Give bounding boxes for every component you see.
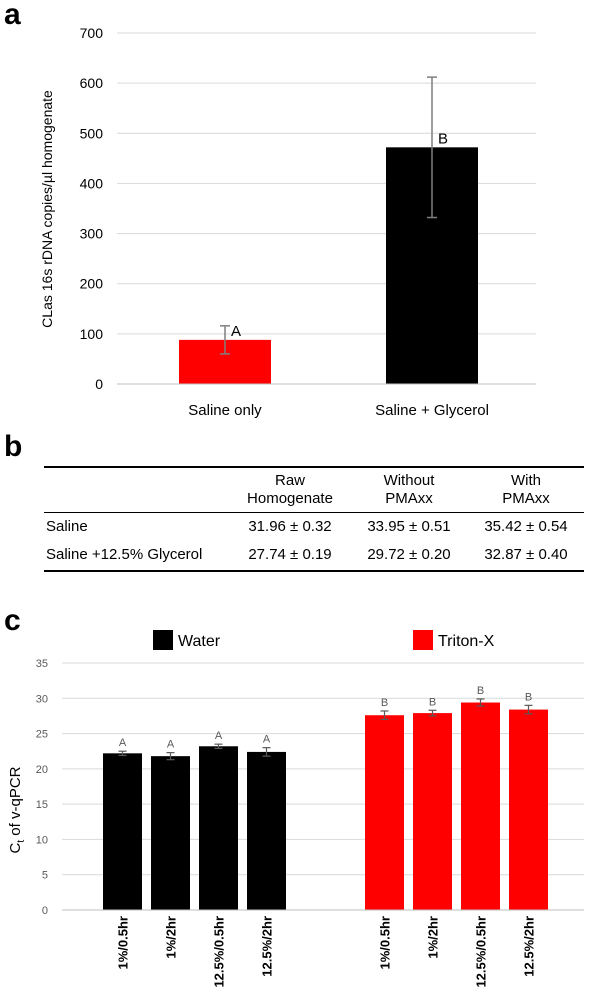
x-tick-label: Saline only xyxy=(188,402,262,419)
bar xyxy=(103,753,142,910)
chart-a-y-axis-label: CLas 16s rDNA copies/µl homogenate xyxy=(39,90,55,328)
table-bottom-rule xyxy=(44,570,584,572)
table-header-raw: Raw Homogenate xyxy=(230,472,350,508)
y-tick-label: 300 xyxy=(80,226,104,242)
y-tick-label: 25 xyxy=(36,729,48,741)
results-table: Raw Homogenate Without PMAxx With PMAxx … xyxy=(44,466,584,578)
y-tick-label: 0 xyxy=(42,905,48,917)
bar xyxy=(247,751,286,910)
significance-letter: B xyxy=(477,685,484,697)
bar xyxy=(151,756,190,910)
table-header-raw-line1: Raw xyxy=(274,472,305,489)
table-header-with-line1: With xyxy=(511,472,541,489)
bar xyxy=(365,715,404,910)
legend-label-water: Water xyxy=(178,633,221,650)
y-tick-label: 0 xyxy=(95,376,103,392)
y-tick-label: 100 xyxy=(80,326,104,342)
table-top-rule xyxy=(44,466,584,468)
significance-letter: A xyxy=(119,737,127,749)
x-tick-label: 1%/0.5hr xyxy=(378,916,393,969)
table-cell: 32.87 ± 0.40 xyxy=(484,546,568,563)
significance-letter: B xyxy=(381,697,388,709)
bar xyxy=(461,702,500,910)
bar xyxy=(199,746,238,910)
significance-letter: B xyxy=(438,130,448,147)
y-tick-label: 5 xyxy=(42,870,48,882)
significance-letter: B xyxy=(429,696,436,708)
chart-c: Water Triton-X 0 5 10 15 20 25 30 35 A A A A B B B B 1… xyxy=(7,630,584,988)
table-header-without: Without PMAxx xyxy=(350,472,468,508)
legend-swatch-water xyxy=(153,630,173,650)
x-tick-label: 1%/2hr xyxy=(164,916,179,959)
significance-letter: A xyxy=(215,730,223,742)
table-cell: 35.42 ± 0.54 xyxy=(484,518,568,535)
table-cell: 33.95 ± 0.51 xyxy=(367,518,451,535)
table-header-without-line2: PMAxx xyxy=(385,490,433,507)
table-row-label: Saline +12.5% Glycerol xyxy=(46,546,203,563)
y-tick-label: 500 xyxy=(80,125,104,141)
y-tick-label: 35 xyxy=(36,658,48,670)
y-tick-label: 700 xyxy=(80,25,104,41)
panel-a-label: a xyxy=(4,0,21,31)
y-tick-label: 200 xyxy=(80,276,104,292)
y-tick-label: 400 xyxy=(80,175,104,191)
x-tick-label: 12.5%/2hr xyxy=(522,916,537,977)
table-header-without-line1: Without xyxy=(383,472,435,489)
legend-swatch-triton xyxy=(413,630,433,650)
table-header-with: With PMAxx xyxy=(468,472,584,508)
y-tick-label: 20 xyxy=(36,764,48,776)
x-tick-label: 12.5%/0.5hr xyxy=(212,916,227,988)
ylabel-c-rest: of v-qPCR xyxy=(7,766,24,840)
x-tick-label: 12.5%/2hr xyxy=(260,916,275,977)
panel-c-label: c xyxy=(4,604,21,637)
table-header-with-line2: PMAxx xyxy=(502,490,550,507)
x-tick-label: 12.5%/0.5hr xyxy=(474,916,489,988)
y-tick-label: 15 xyxy=(36,799,48,811)
ylabel-c-main: C xyxy=(7,842,24,853)
legend-label-triton: Triton-X xyxy=(438,633,495,650)
x-tick-label: 1%/2hr xyxy=(426,916,441,959)
table-cell: 31.96 ± 0.32 xyxy=(248,518,332,535)
table-header-rule xyxy=(44,512,584,513)
bar xyxy=(509,709,548,910)
table-header-raw-line2: Homogenate xyxy=(247,490,333,507)
significance-letter: A xyxy=(231,323,241,340)
y-tick-label: 10 xyxy=(36,834,48,846)
significance-letter: A xyxy=(263,734,271,746)
y-tick-label: 600 xyxy=(80,75,104,91)
y-tick-label: 30 xyxy=(36,693,48,705)
chart-a: 0 100 200 300 400 500 600 700 A B Saline only Sal… xyxy=(39,25,536,419)
table-row-label: Saline xyxy=(46,518,88,535)
x-tick-label: 1%/0.5hr xyxy=(116,916,131,969)
bar xyxy=(413,713,452,910)
panel-b-label: b xyxy=(4,430,23,463)
significance-letter: B xyxy=(525,691,532,703)
x-tick-label: Saline + Glycerol xyxy=(375,402,489,419)
ylabel-c-sub: t xyxy=(16,840,27,843)
table-cell: 29.72 ± 0.20 xyxy=(367,546,451,563)
significance-letter: A xyxy=(167,739,175,751)
chart-c-y-axis-label: Ct of v-qPCR xyxy=(7,766,27,853)
table-cell: 27.74 ± 0.19 xyxy=(248,546,332,563)
